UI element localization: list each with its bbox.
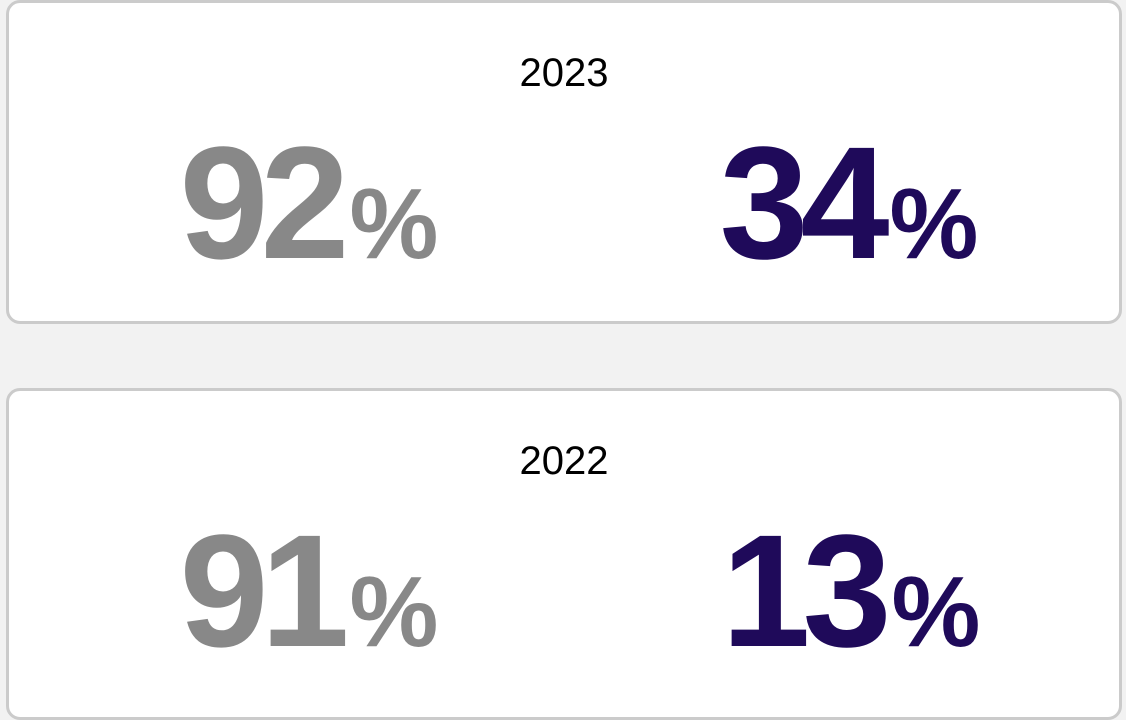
stat-value: 13	[721, 501, 892, 680]
year-card: 2023 92% 34%	[6, 0, 1122, 324]
stat-unit: %	[889, 168, 979, 280]
year-card: 2022 91% 13%	[6, 388, 1122, 720]
stat-unit: %	[349, 556, 439, 668]
stat: 13%	[722, 511, 981, 671]
stat-value: 34	[719, 113, 890, 292]
stat: 92%	[180, 123, 439, 283]
stat-unit: %	[891, 556, 981, 668]
stat: 91%	[180, 511, 439, 671]
year-label: 2023	[519, 51, 609, 95]
year-label: 2022	[519, 439, 609, 483]
stat-value: 92	[179, 113, 350, 292]
stat-unit: %	[349, 168, 439, 280]
stat: 34%	[720, 123, 979, 283]
stat-value: 91	[179, 501, 350, 680]
